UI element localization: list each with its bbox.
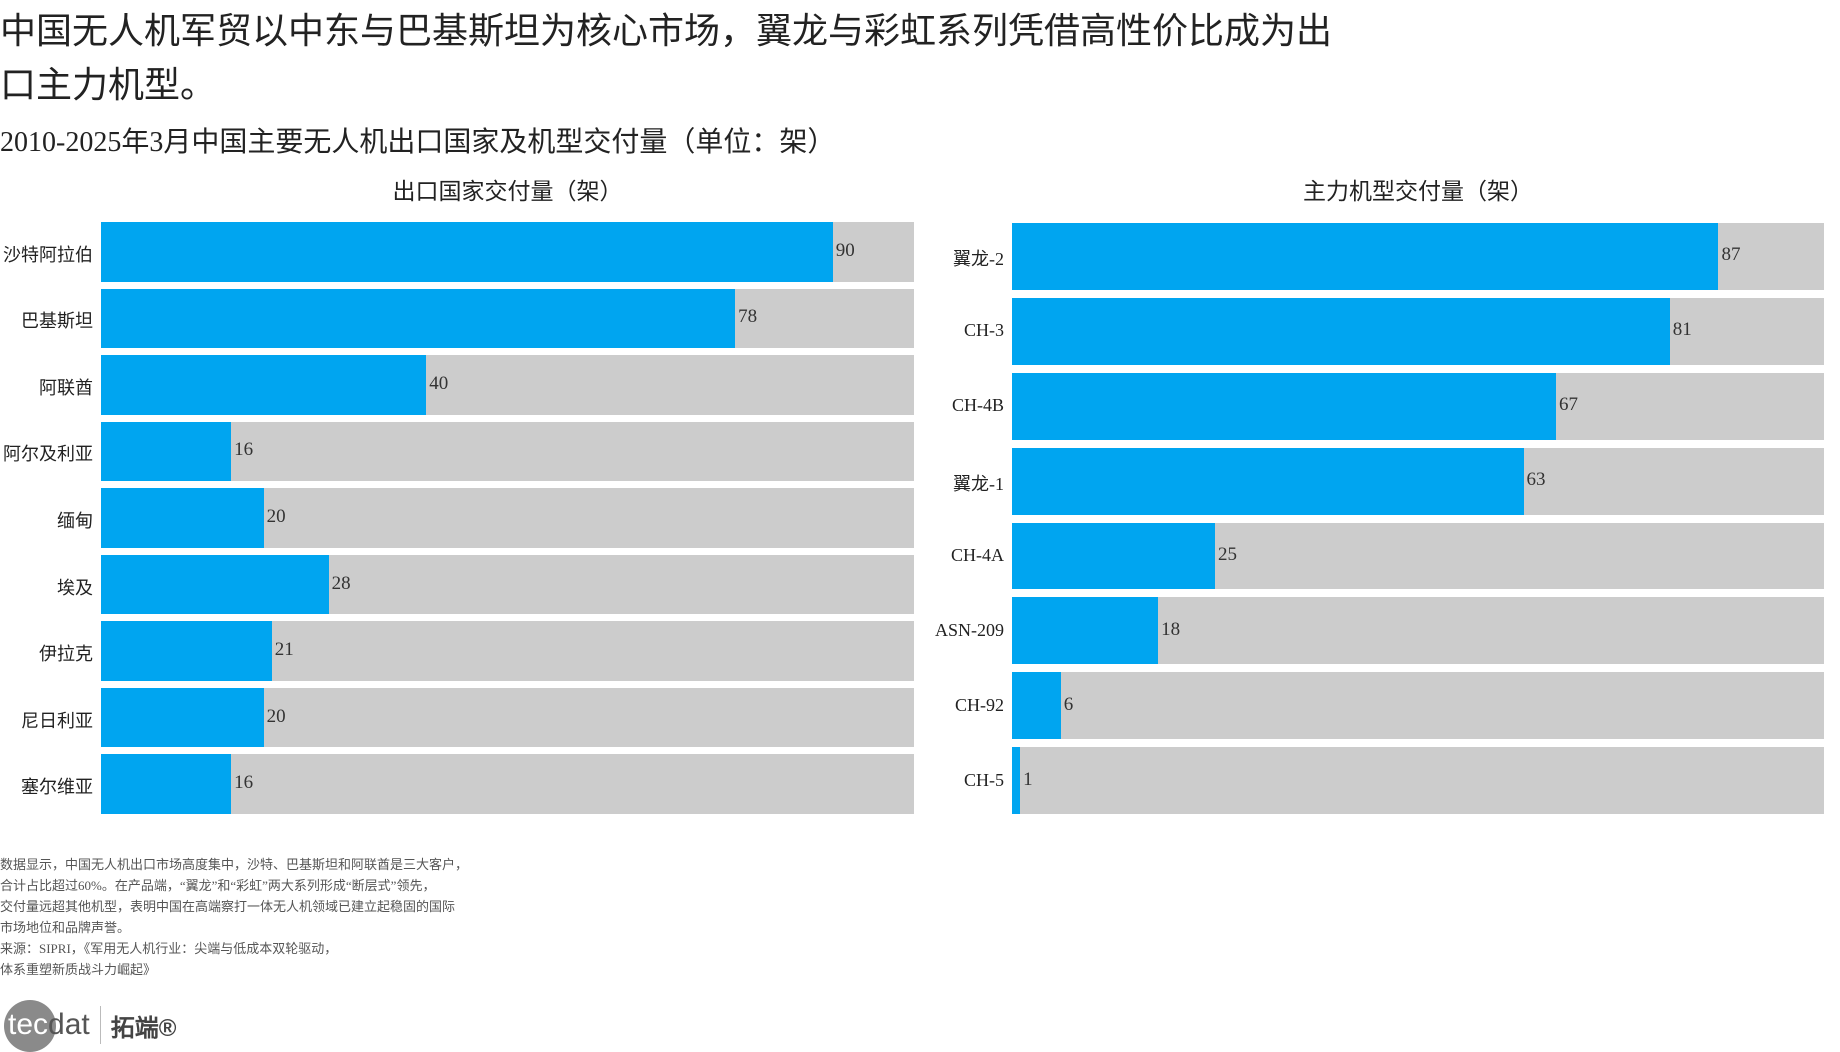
- country-bar-chart: 沙特阿拉伯 90 巴基斯坦 78 阿联酋 40 阿尔及利亚 16 缅甸 20 埃及 28 伊拉克 21 尼日…: [0, 0, 1830, 814]
- logo-circle: [4, 1000, 56, 1052]
- model-bar-chart: 翼龙-2 87 CH-3 81 CH-4B 67 翼龙-1 63 CH-4A 25 ASN-209 1…: [0, 0, 1830, 814]
- bar: [101, 621, 272, 681]
- category-label: CH-5: [964, 769, 1004, 790]
- category-label: CH-92: [955, 694, 1004, 715]
- data-label: 78: [738, 306, 758, 328]
- data-label: 28: [331, 572, 351, 594]
- logo-cn: 拓端®: [110, 1014, 177, 1042]
- category-label: 阿联酋: [39, 377, 93, 398]
- bar: [1012, 597, 1159, 665]
- page-subtitle: 2010-2025年3月中国主要无人机出口国家及机型交付量（单位：架）: [0, 127, 836, 158]
- category-label: CH-3: [964, 320, 1004, 341]
- category-label: 翼龙-2: [953, 249, 1004, 270]
- data-label: 16: [234, 439, 254, 461]
- bar: [101, 488, 264, 548]
- data-label: 87: [1721, 244, 1741, 266]
- bar: [101, 355, 427, 415]
- category-label: 埃及: [57, 577, 93, 598]
- bar-track: [1012, 522, 1824, 590]
- footnote: 数据显示，中国无人机出口市场高度集中，沙特、巴基斯坦和阿联酋是三大客户， 合计占…: [0, 854, 560, 980]
- tecdat-logo: tec dat 拓端®: [4, 1000, 177, 1052]
- data-label: 63: [1526, 469, 1546, 491]
- source-line: 体系重塑新质战斗力崛起》: [0, 962, 157, 977]
- bar-track: [101, 554, 914, 615]
- logo-dat: dat: [48, 1008, 90, 1041]
- logo-divider: [99, 1006, 101, 1044]
- bar-track: [1012, 672, 1824, 740]
- page-title: 中国无人机军贸以中东与巴基斯坦为核心市场，翼龙与彩虹系列凭借高性价比成为出口主力…: [0, 11, 1333, 105]
- bar-track: [1012, 297, 1824, 365]
- footnote-line: 数据显示，中国无人机出口市场高度集中，沙特、巴基斯坦和阿联酋是三大客户，: [0, 857, 469, 872]
- bar: [1012, 447, 1524, 515]
- bar: [1012, 297, 1670, 365]
- data-label: 18: [1161, 618, 1181, 640]
- bar-track: [1012, 597, 1824, 665]
- bar: [1012, 223, 1719, 290]
- source-line: 来源：SIPRI，《军用无人机行业：尖端与低成本双轮驱动，: [0, 941, 338, 956]
- bar-track: [101, 621, 914, 681]
- data-label: 81: [1672, 319, 1692, 341]
- bar-track: [101, 355, 914, 415]
- bar: [1012, 747, 1021, 814]
- bar: [1012, 522, 1215, 590]
- footnote-line: 交付量远超其他机型，表明中国在高端察打一体无人机领域已建立起稳固的国际: [0, 899, 456, 914]
- bar-track: [101, 754, 914, 814]
- right-chart-title: 主力机型交付量（架）: [1303, 179, 1533, 204]
- data-label: 6: [1063, 693, 1074, 715]
- bar-track: [101, 222, 914, 282]
- logo-tec: tec: [8, 1008, 49, 1041]
- category-label: 尼日利亚: [21, 710, 93, 731]
- data-label: 67: [1559, 394, 1579, 416]
- data-label: 25: [1218, 543, 1237, 565]
- data-label: 21: [274, 639, 294, 661]
- bar: [101, 222, 833, 282]
- category-label: CH-4A: [951, 544, 1004, 565]
- bar: [101, 754, 232, 814]
- category-label: 缅甸: [57, 511, 93, 531]
- bar: [101, 421, 232, 482]
- data-label: 20: [266, 506, 286, 527]
- category-label: 塞尔维亚: [21, 777, 93, 798]
- bar-track: [1012, 747, 1824, 814]
- bar: [1012, 372, 1557, 440]
- bar-track: [1012, 447, 1824, 515]
- bar: [1012, 672, 1061, 740]
- bar: [101, 288, 736, 349]
- data-label: 90: [835, 239, 855, 261]
- bar-track: [101, 288, 914, 349]
- bar-track: [101, 488, 914, 548]
- bar: [101, 554, 329, 615]
- bar-track: [1012, 223, 1824, 290]
- bar-track: [1012, 372, 1824, 440]
- data-label: 40: [429, 372, 449, 394]
- data-label: 16: [234, 772, 254, 794]
- data-label: 20: [266, 705, 286, 727]
- category-label: 翼龙-1: [953, 474, 1004, 495]
- bar-track: [101, 421, 914, 482]
- category-label: 沙特阿拉伯: [3, 244, 93, 265]
- category-label: ASN-209: [934, 619, 1004, 640]
- category-label: 伊拉克: [39, 644, 93, 665]
- data-label: 1: [1023, 768, 1033, 790]
- bar-track: [101, 687, 914, 748]
- category-label: 巴基斯坦: [21, 311, 93, 332]
- category-label: CH-4B: [951, 395, 1004, 416]
- footnote-line: 市场地位和品牌声誉。: [0, 920, 131, 935]
- category-label: 阿尔及利亚: [3, 444, 93, 465]
- left-chart-title: 出口国家交付量（架）: [392, 179, 623, 204]
- footnote-line: 合计占比超过60%。在产品端，“翼龙”和“彩虹”两大系列形成“断层式”领先，: [0, 878, 436, 893]
- bar: [101, 687, 264, 748]
